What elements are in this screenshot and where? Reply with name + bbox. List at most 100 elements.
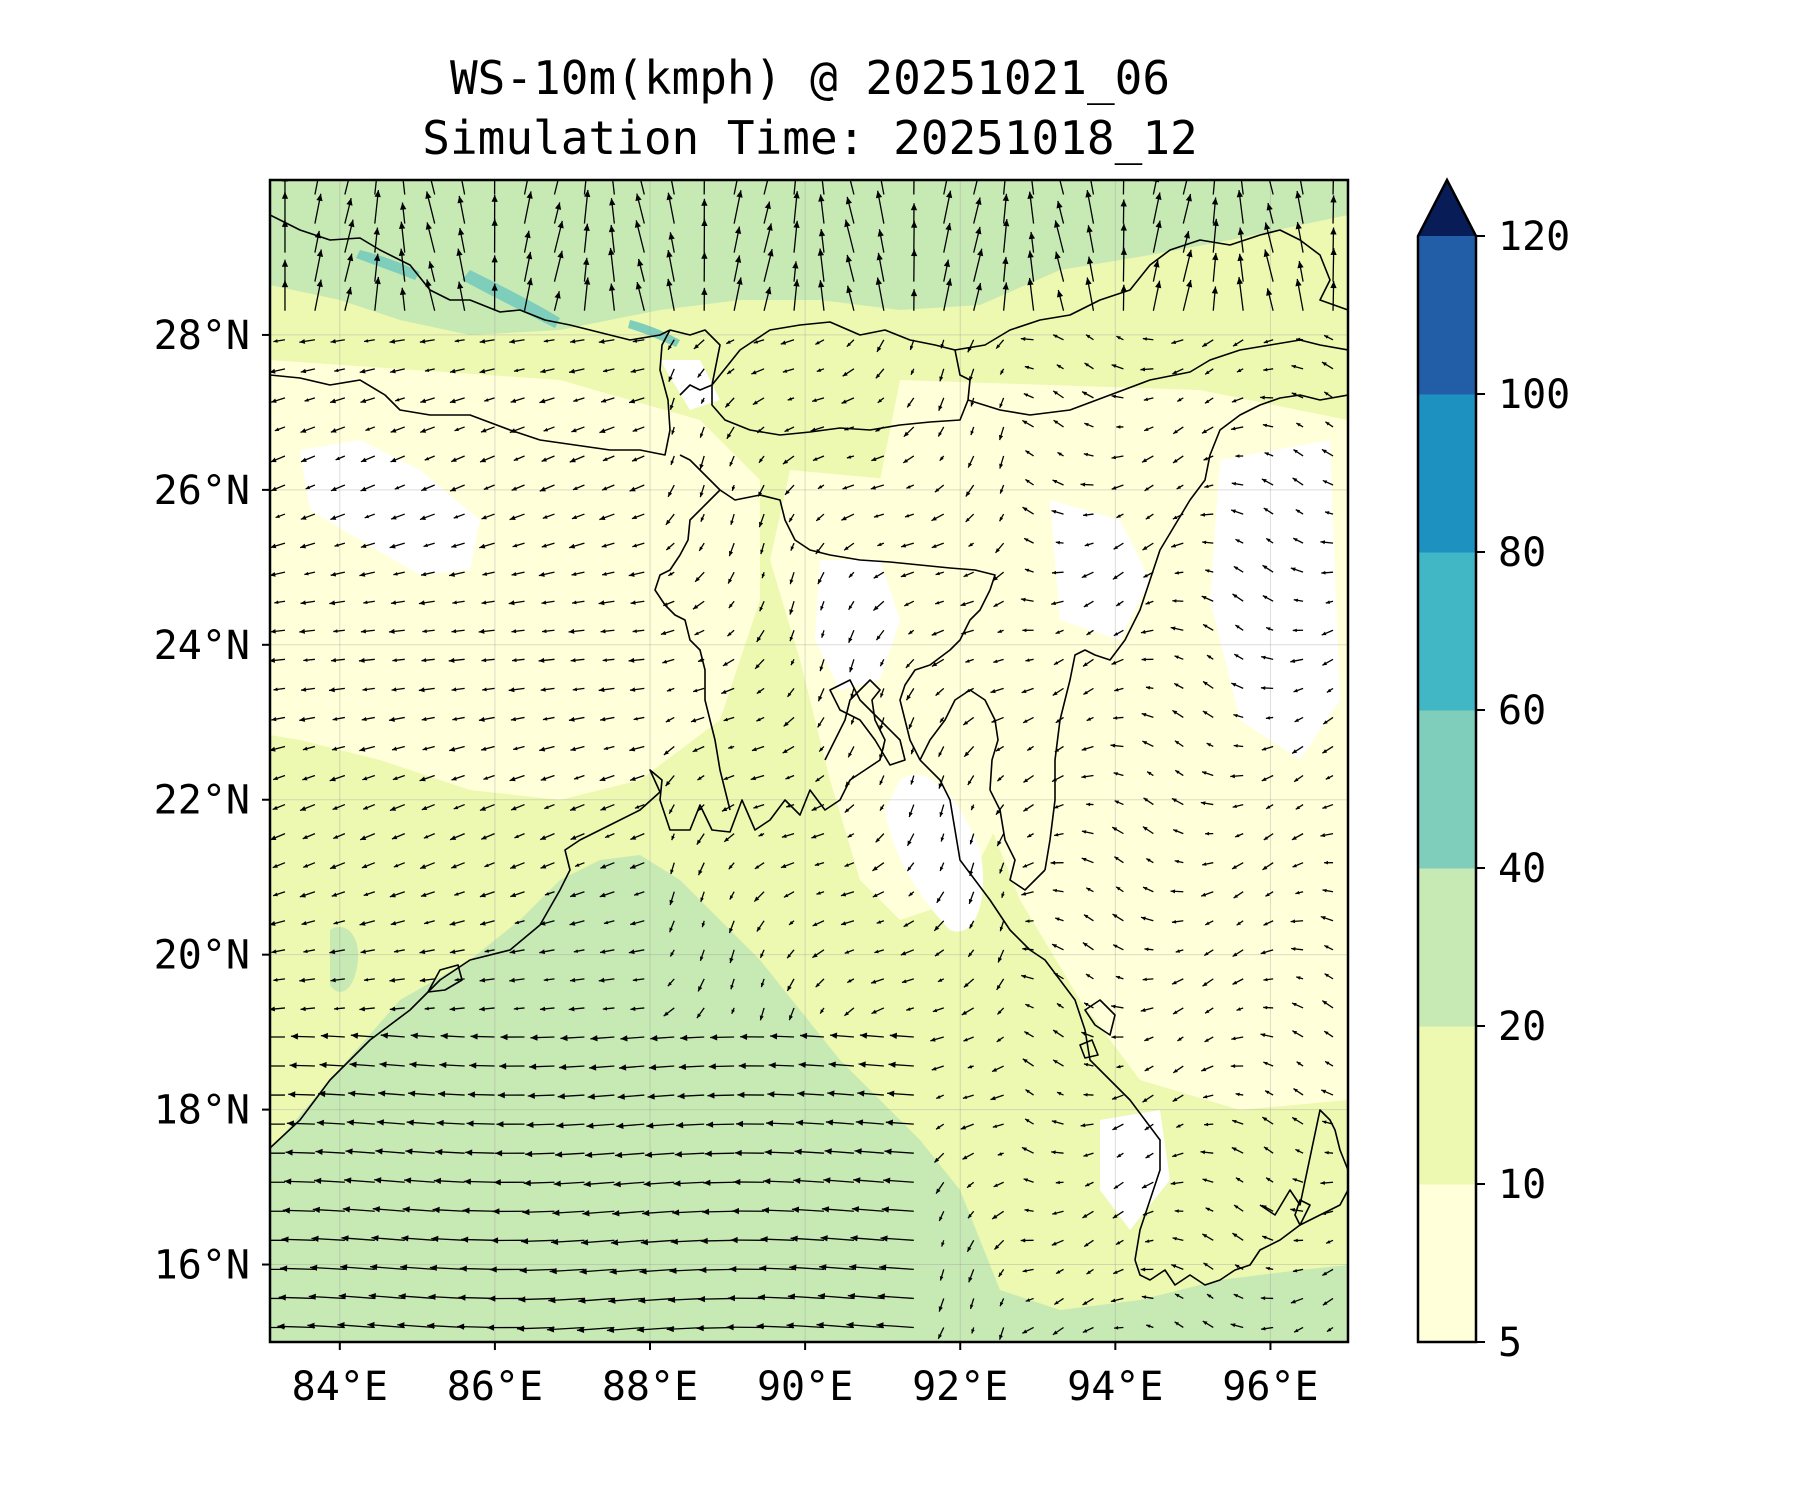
wind-vector — [454, 338, 465, 343]
wind-vector — [330, 658, 345, 663]
wind-vector — [425, 191, 436, 224]
wind-vector — [993, 1239, 1005, 1250]
border-bangladesh-north — [719, 489, 996, 591]
wind-vector — [781, 833, 795, 838]
wind-vector — [509, 513, 525, 521]
wind-vector — [1290, 658, 1304, 663]
wind-vector — [1321, 448, 1334, 457]
wind-vector — [389, 542, 405, 549]
wind-vector — [884, 1148, 914, 1155]
wind-vector — [523, 251, 533, 282]
wind-vector — [1110, 743, 1124, 748]
wind-vector — [848, 630, 855, 643]
wind-vector — [1055, 1180, 1064, 1185]
coastline-chilika — [427, 964, 463, 993]
wind-vector — [668, 368, 675, 382]
wind-vector — [1050, 860, 1064, 865]
wind-vector — [573, 397, 585, 402]
wind-vector — [449, 1006, 465, 1012]
wind-vector — [939, 717, 945, 723]
wind-vector — [632, 978, 645, 982]
wind-vector — [1320, 1180, 1334, 1185]
wind-vector — [1171, 797, 1184, 806]
wind-vector — [1202, 623, 1214, 631]
wind-vector — [818, 280, 825, 311]
wind-vector — [1145, 1152, 1154, 1159]
wind-vector — [1204, 1007, 1214, 1014]
wind-vector — [990, 1094, 1004, 1101]
wind-vector — [303, 949, 316, 954]
wind-vector — [671, 833, 675, 841]
wind-vector — [365, 426, 376, 432]
wind-vector — [1114, 687, 1124, 692]
wind-vector — [1052, 334, 1064, 341]
wind-vector — [394, 397, 405, 402]
wind-vector — [1235, 1092, 1244, 1097]
wind-vector — [270, 1268, 285, 1271]
wind-vector — [879, 1264, 914, 1271]
wind-vector — [419, 862, 435, 870]
wind-vector — [290, 1033, 315, 1040]
wind-vector — [697, 804, 705, 812]
wind-vector — [456, 248, 466, 282]
wind-vector — [1083, 1239, 1094, 1248]
wind-vector — [449, 745, 465, 752]
wind-vector — [875, 277, 885, 311]
wind-vector — [668, 804, 675, 814]
wind-vector — [1086, 256, 1095, 282]
wind-vector — [784, 484, 795, 496]
wind-vector — [454, 426, 465, 432]
wind-vector — [424, 455, 435, 461]
colorbar-tick-label: 120 — [1498, 214, 1570, 260]
wind-vector — [1143, 397, 1154, 402]
wind-vector — [559, 1063, 585, 1071]
wind-vector — [569, 339, 585, 344]
wind-vector — [573, 774, 585, 780]
wind-vector — [943, 259, 950, 282]
wind-vector — [1202, 710, 1214, 718]
wind-vector — [598, 977, 615, 983]
wind-vector — [933, 1152, 945, 1163]
wind-vector — [620, 1035, 645, 1042]
wind-vector — [390, 426, 405, 433]
wind-vector — [389, 1006, 405, 1012]
wind-vector — [733, 277, 743, 311]
wind-vector — [1172, 513, 1184, 520]
map-title-line-1: WS-10m(kmph) @ 20251021_06 — [449, 51, 1171, 105]
wind-vector — [815, 513, 825, 522]
wind-vector — [311, 1235, 345, 1242]
wind-vector — [334, 368, 346, 373]
wind-vector — [1083, 914, 1094, 922]
wind-vector — [511, 484, 525, 491]
wind-speed-zone-himalaya — [270, 180, 1348, 335]
wind-vector — [751, 368, 765, 375]
wind-vector — [1054, 220, 1065, 253]
wind-vector — [389, 891, 405, 898]
colorbar-segment — [1418, 1184, 1476, 1343]
wind-vector — [731, 484, 736, 492]
wind-vector — [885, 1119, 914, 1126]
wind-vector — [403, 1177, 435, 1184]
wind-vector — [967, 1064, 974, 1069]
wind-vector — [877, 1293, 914, 1300]
wind-vector — [360, 484, 376, 492]
wind-vector — [1120, 284, 1127, 311]
wind-vector — [967, 1210, 975, 1219]
colorbar-tick-label: 60 — [1498, 688, 1546, 734]
wind-vector — [934, 600, 944, 605]
wind-vector — [422, 745, 435, 751]
y-tick-label: 24°N — [154, 623, 250, 669]
wind-vector — [858, 1061, 884, 1068]
wind-vector — [392, 658, 405, 663]
wind-vector — [873, 513, 885, 518]
wind-vector — [1024, 568, 1034, 573]
wind-vector — [600, 397, 615, 403]
wind-vector — [875, 190, 885, 224]
wind-vector — [1290, 919, 1304, 924]
wind-vector — [1263, 367, 1274, 372]
wind-vector — [998, 1327, 1005, 1340]
wind-vector — [1171, 978, 1184, 985]
wind-vector — [1292, 1268, 1304, 1273]
wind-vector — [910, 746, 915, 755]
wind-vector — [640, 1239, 675, 1246]
